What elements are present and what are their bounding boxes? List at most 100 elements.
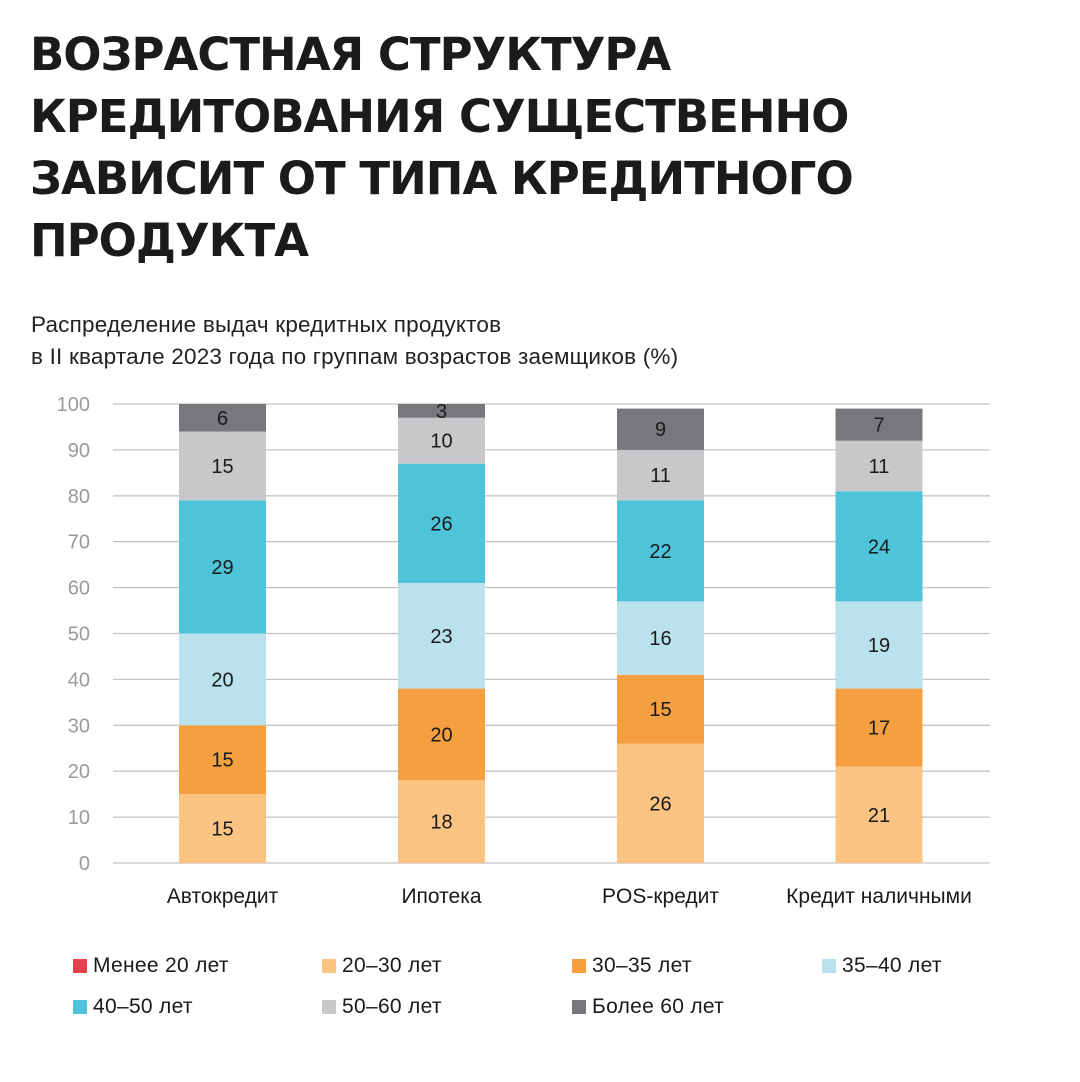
bar-segment xyxy=(179,431,266,501)
y-tick-label: 90 xyxy=(68,440,90,462)
legend-label: 20–30 лет xyxy=(342,954,442,977)
x-tick-label: Кредит наличными xyxy=(786,885,972,908)
data-label: 24 xyxy=(868,536,890,558)
bar-segment xyxy=(398,780,485,863)
bar-segment xyxy=(398,463,485,584)
data-label: 15 xyxy=(211,819,233,841)
data-label: 15 xyxy=(211,750,233,772)
data-label: 15 xyxy=(211,456,233,478)
y-tick-label: 20 xyxy=(68,761,90,783)
y-axis-ticks: 0 10 20 30 40 50 60 70 80 90 100 xyxy=(57,394,90,875)
legend-swatch-icon xyxy=(572,959,586,973)
bar-segment xyxy=(179,794,266,863)
legend-swatch-icon xyxy=(822,959,836,973)
legend-item: 35–40 лет xyxy=(822,948,942,984)
data-label: 7 xyxy=(873,415,884,437)
y-tick-label: 0 xyxy=(79,853,90,875)
y-tick-label: 30 xyxy=(68,715,90,737)
data-label: 20 xyxy=(211,669,233,691)
data-label: 18 xyxy=(430,812,452,834)
chart-subtitle: Распределение выдач кредитных продуктов … xyxy=(31,309,678,373)
data-label: 26 xyxy=(649,793,671,815)
legend-swatch-icon xyxy=(73,1000,87,1014)
subtitle-line: Распределение выдач кредитных продуктов xyxy=(31,312,502,337)
legend-label: 30–35 лет xyxy=(592,954,692,977)
legend-label: Менее 20 лет xyxy=(93,954,229,977)
title-line: КРЕДИТОВАНИЯ СУЩЕСТВЕННО xyxy=(30,90,849,143)
x-axis-labels: Автокредит Ипотека POS-кредит Кредит наличн… xyxy=(167,885,972,908)
legend-item: 50–60 лет xyxy=(322,989,442,1025)
data-label: 3 xyxy=(436,401,447,423)
title-line: ПРОДУКТА xyxy=(30,214,309,267)
data-label: 17 xyxy=(868,718,890,740)
data-label: 23 xyxy=(430,626,452,648)
legend-item: Более 60 лет xyxy=(572,989,724,1025)
data-label: 11 xyxy=(650,465,671,487)
bar-segment xyxy=(617,500,704,602)
data-label: 10 xyxy=(430,431,452,453)
legend-swatch-icon xyxy=(572,1000,586,1014)
data-label: 19 xyxy=(868,635,890,657)
data-label: 11 xyxy=(869,456,890,478)
y-tick-label: 10 xyxy=(68,807,90,829)
y-tick-label: 70 xyxy=(68,532,90,554)
bar-segment xyxy=(835,688,923,767)
x-tick-label: POS-кредит xyxy=(602,885,719,908)
y-tick-label: 40 xyxy=(68,669,90,691)
chart-legend: Менее 20 лет 20–30 лет 30–35 лет 35–40 лет 4… xyxy=(0,948,1080,1028)
y-tick-label: 60 xyxy=(68,578,90,600)
data-label: 26 xyxy=(430,513,452,535)
bar-segment xyxy=(617,408,704,450)
bar-stack: 21 17 19 24 11 7 xyxy=(835,408,923,863)
title-line: ВОЗРАСТНАЯ СТРУКТУРА xyxy=(30,28,671,81)
bar-stack: 18 20 23 26 10 3 xyxy=(398,401,485,863)
bar-stack: 26 15 16 22 11 9 xyxy=(617,408,704,863)
bar-segment xyxy=(617,601,704,675)
bar-segment xyxy=(398,688,485,781)
bar-segment xyxy=(617,674,704,744)
legend-swatch-icon xyxy=(322,1000,336,1014)
bar-segment xyxy=(179,725,266,795)
legend-swatch-icon xyxy=(73,959,87,973)
legend-item: 20–30 лет xyxy=(322,948,442,984)
bar-segment xyxy=(617,743,704,863)
subtitle-line: в II квартале 2023 года по группам возра… xyxy=(31,344,679,369)
legend-item: Менее 20 лет xyxy=(73,948,229,984)
bars: 1515202915618202326103261516221192117192… xyxy=(179,401,923,863)
legend-item: 30–35 лет xyxy=(572,948,692,984)
bar-segment xyxy=(835,408,923,441)
bar-stack: 15 15 20 29 15 6 xyxy=(179,404,266,863)
x-tick-label: Автокредит xyxy=(167,885,279,908)
bar-segment xyxy=(398,417,485,464)
data-label: 15 xyxy=(649,699,671,721)
bar-segment xyxy=(835,491,923,602)
data-label: 6 xyxy=(217,408,228,430)
bar-segment xyxy=(398,404,485,418)
bar-segment xyxy=(179,633,266,726)
bar-segment xyxy=(398,583,485,689)
page-title: ВОЗРАСТНАЯ СТРУКТУРА КРЕДИТОВАНИЯ СУЩЕСТ… xyxy=(30,24,1030,272)
title-line: ЗАВИСИТ ОТ ТИПА КРЕДИТНОГО xyxy=(30,152,854,205)
bar-segment xyxy=(179,500,266,634)
data-label: 29 xyxy=(211,557,233,579)
bar-segment xyxy=(617,449,704,501)
bar-segment xyxy=(835,766,923,863)
bar-segment xyxy=(835,440,923,492)
y-tick-label: 80 xyxy=(68,486,90,508)
stacked-bar-chart: 0 10 20 30 40 50 60 70 80 90 100 15 15 20 29 15 6 18 20 23… xyxy=(57,394,990,908)
legend-label: 40–50 лет xyxy=(93,995,193,1018)
data-label: 9 xyxy=(655,419,666,441)
data-label: 16 xyxy=(649,628,671,650)
legend-label: Более 60 лет xyxy=(592,995,725,1018)
bar-segment xyxy=(835,601,923,689)
legend-swatch-icon xyxy=(322,959,336,973)
y-tick-label: 50 xyxy=(68,624,90,646)
x-tick-label: Ипотека xyxy=(401,885,481,908)
legend-label: 35–40 лет xyxy=(842,954,942,977)
legend-label: 50–60 лет xyxy=(342,995,442,1018)
data-label: 20 xyxy=(430,724,452,746)
legend-item: 40–50 лет xyxy=(73,989,193,1025)
data-label: 22 xyxy=(649,541,671,563)
y-tick-label: 100 xyxy=(57,394,90,416)
bar-segment xyxy=(179,404,266,432)
